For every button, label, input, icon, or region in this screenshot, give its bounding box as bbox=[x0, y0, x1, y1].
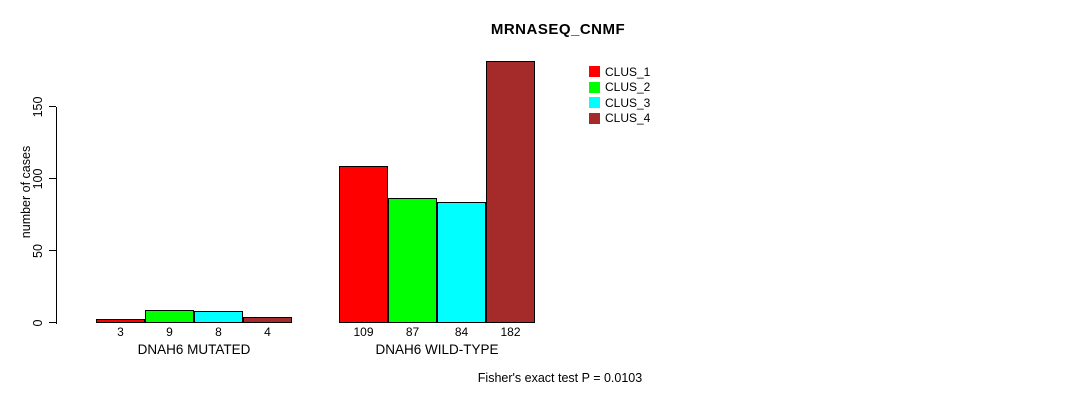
legend-label: CLUS_3 bbox=[605, 95, 651, 110]
y-tick-label: 100 bbox=[31, 168, 45, 189]
y-tick-mark bbox=[49, 250, 56, 251]
legend-label: CLUS_2 bbox=[605, 80, 651, 95]
legend-swatch-clus_3 bbox=[589, 97, 600, 109]
y-axis-line bbox=[56, 107, 57, 324]
legend-item: CLUS_1 bbox=[589, 64, 650, 80]
category-label: DNAH6 WILD-TYPE bbox=[375, 342, 499, 357]
bar-value-label: 4 bbox=[264, 325, 271, 339]
legend-item: CLUS_4 bbox=[589, 111, 650, 127]
y-tick-mark bbox=[49, 106, 56, 107]
bar-clus_3-mutated bbox=[194, 310, 243, 323]
legend-item: CLUS_3 bbox=[589, 95, 650, 111]
y-axis-label: number of cases bbox=[19, 145, 33, 239]
bar-clus_3-wildtype bbox=[437, 201, 486, 323]
y-tick-label: 0 bbox=[31, 319, 45, 326]
legend-swatch-clus_2 bbox=[589, 81, 600, 93]
bar-clus_4-mutated bbox=[243, 316, 292, 323]
legend-item: CLUS_2 bbox=[589, 80, 650, 96]
bar-clus_1-wildtype bbox=[339, 165, 388, 323]
annotation-text: Fisher's exact test P = 0.0103 bbox=[477, 371, 643, 385]
legend-swatch-clus_4 bbox=[589, 112, 600, 124]
y-tick-label: 50 bbox=[31, 243, 45, 258]
bar-value-label: 84 bbox=[454, 325, 469, 339]
bar-clus_2-wildtype bbox=[388, 197, 437, 323]
legend: CLUS_1 CLUS_2 CLUS_3 CLUS_4 bbox=[589, 64, 650, 126]
legend-swatch-clus_1 bbox=[589, 66, 600, 78]
legend-label: CLUS_1 bbox=[605, 64, 651, 79]
bar-clus_4-wildtype bbox=[486, 60, 535, 323]
bar-value-label: 109 bbox=[353, 325, 374, 339]
bar-value-label: 182 bbox=[500, 325, 521, 339]
bar-value-label: 8 bbox=[215, 325, 222, 339]
bar-value-label: 9 bbox=[166, 325, 173, 339]
bar-clus_2-mutated bbox=[145, 309, 194, 323]
bar-clus_1-mutated bbox=[96, 318, 145, 323]
bar-value-label: 87 bbox=[405, 325, 420, 339]
y-tick-mark bbox=[49, 178, 56, 179]
bar-value-label: 3 bbox=[117, 325, 124, 339]
chart-title: MRNASEQ_CNMF bbox=[490, 21, 626, 38]
y-tick-mark bbox=[49, 322, 56, 323]
legend-label: CLUS_4 bbox=[605, 111, 651, 126]
y-tick-label: 150 bbox=[31, 96, 45, 117]
category-label: DNAH6 MUTATED bbox=[137, 342, 251, 357]
